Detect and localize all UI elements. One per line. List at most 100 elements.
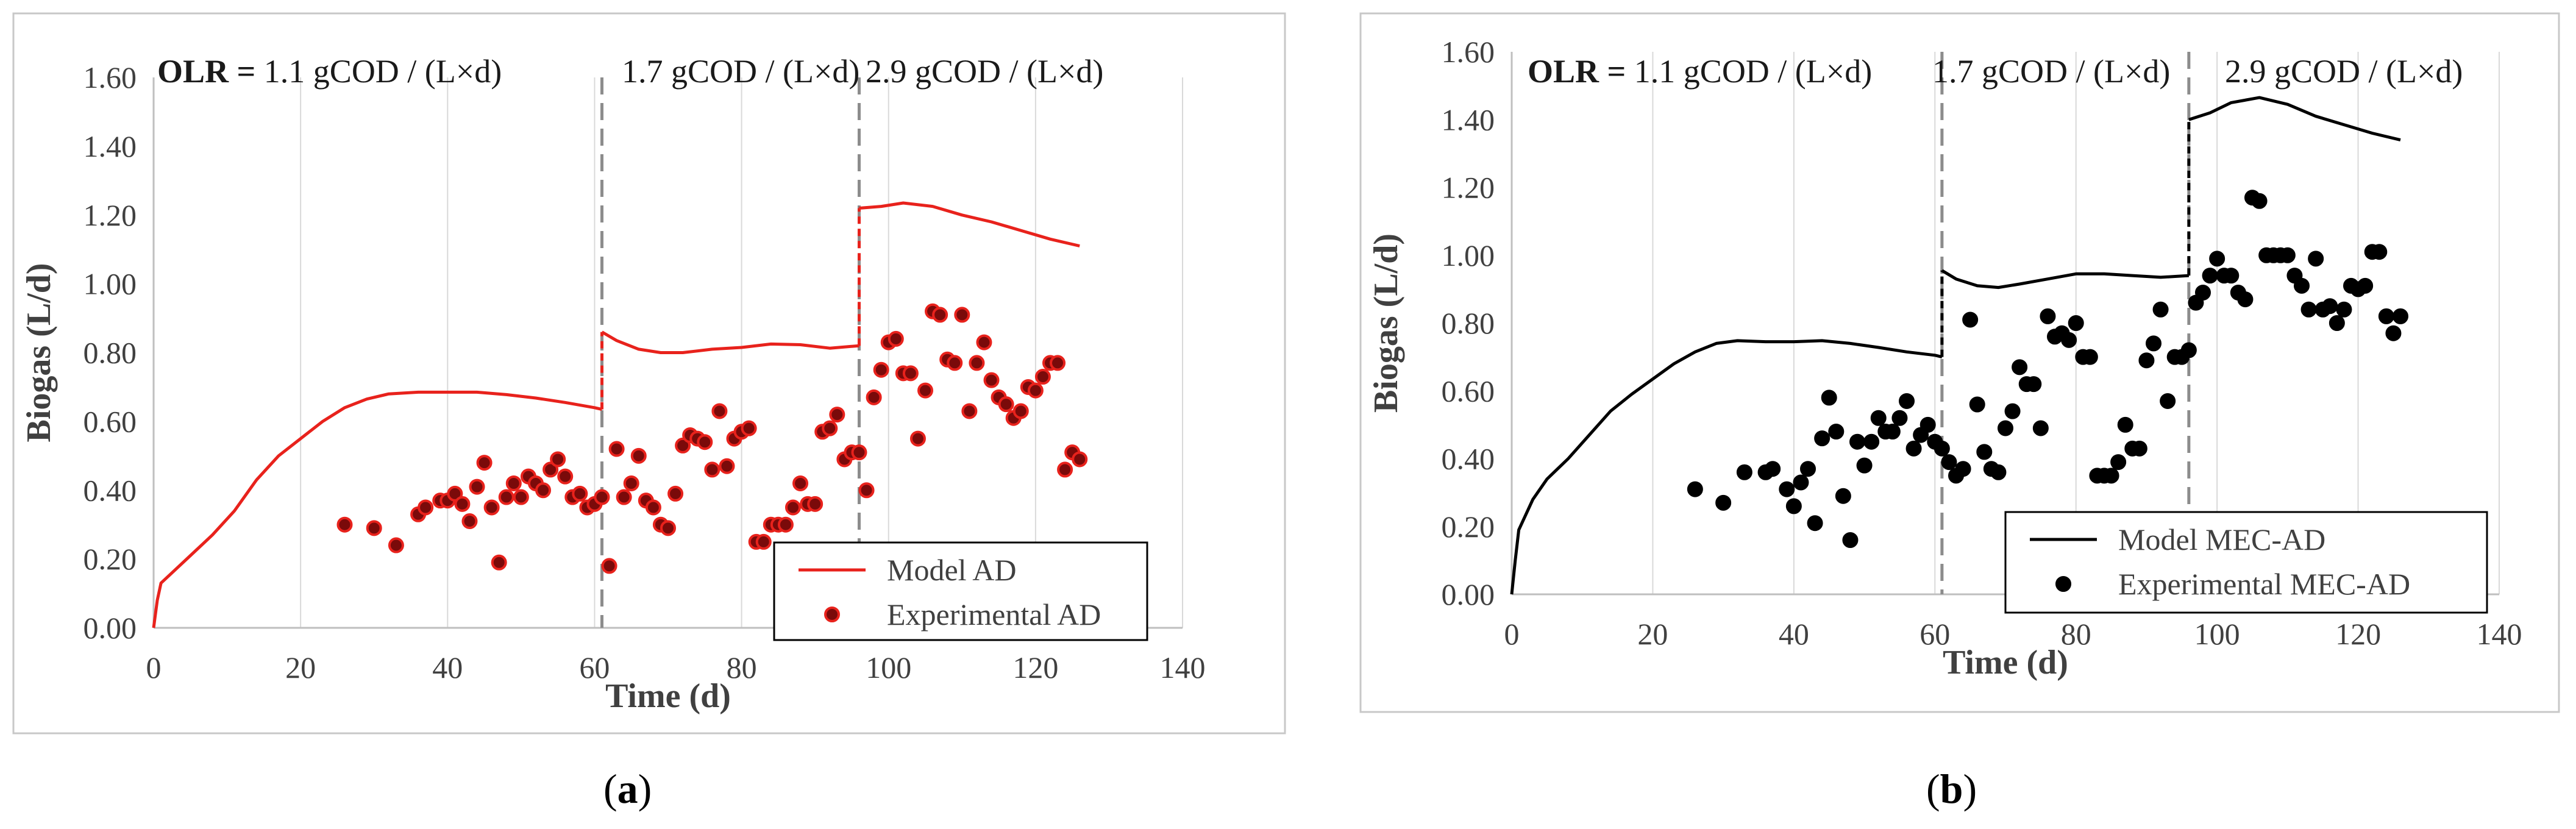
experimental-point [1884, 424, 1901, 439]
x-tick-label: 140 [1160, 650, 1206, 685]
experimental-point [505, 475, 522, 491]
experimental-point [550, 451, 566, 468]
experimental-point [461, 513, 478, 530]
y-tick-label: 1.60 [84, 60, 137, 94]
chart-b: 0 20 40 60 80 100 120 140 0.00 0.20 0.40 0.60 0.80 1.… [1359, 12, 2560, 713]
experimental-point [1905, 440, 1922, 457]
y-tick-label: 0.80 [1442, 306, 1495, 340]
experimental-point [2004, 403, 2021, 419]
experimental-point [755, 533, 772, 550]
experimental-point [1990, 464, 2007, 480]
experimental-point [2068, 315, 2084, 331]
experimental-point [2308, 251, 2324, 267]
experimental-point [1785, 498, 1802, 514]
experimental-point [447, 485, 463, 502]
y-tick-label: 1.20 [84, 198, 137, 232]
experimental-point [2300, 301, 2317, 318]
experimental-point [2146, 335, 2161, 352]
experimental-point [976, 334, 992, 350]
experimental-point [1736, 464, 1752, 480]
x-tick-label: 40 [432, 650, 463, 685]
y-tick-label: 1.40 [84, 129, 137, 163]
model-line-segment [1941, 269, 2190, 290]
y-tick-label: 0.40 [1442, 442, 1495, 476]
experimental-point [1828, 424, 1845, 439]
experimental-point [998, 396, 1014, 413]
experimental-point [2209, 251, 2226, 267]
experimental-point [608, 441, 625, 457]
y-tick-label: 0.80 [84, 336, 137, 370]
experimental-point [1072, 451, 1088, 468]
experimental-point [2195, 284, 2211, 301]
olr-annotation: 1.7 gCOD / (L×d) [622, 53, 859, 90]
experimental-point [719, 458, 735, 474]
experimental-point [711, 403, 728, 419]
experimental-point [2251, 193, 2268, 209]
experimental-point [1835, 488, 1851, 504]
olr-annotation: 2.9 gCOD / (L×d) [866, 53, 1103, 90]
experimental-point [1870, 410, 1887, 426]
experimental-point [2103, 468, 2119, 484]
y-tick-label: 1.20 [1442, 171, 1495, 205]
y-tick-label: 0.60 [1442, 374, 1495, 408]
experimental-point [1998, 420, 2013, 436]
legend-label: Model MEC-AD [2118, 522, 2325, 557]
experimental-point [1814, 430, 1831, 447]
legend-label: Model AD [887, 553, 1017, 587]
x-tick-label: 60 [579, 650, 610, 685]
experimental-point [2202, 268, 2218, 284]
experimental-point [469, 479, 485, 495]
experimental-point [983, 372, 1000, 388]
y-tick-label: 0.60 [84, 404, 137, 438]
experimental-point [1687, 481, 1703, 497]
experimental-point [1899, 393, 1915, 409]
y-tick-label: 0.20 [84, 542, 137, 576]
experimental-point [1027, 382, 1044, 399]
experimental-point [947, 355, 963, 371]
model-line-segment [2188, 96, 2401, 142]
y-axis-title: Biogas (L/d) [1367, 233, 1405, 413]
y-tick-label: 0.40 [84, 473, 137, 507]
experimental-point [513, 489, 529, 505]
y-tick-label: 0.00 [1442, 577, 1495, 611]
experimental-point [1793, 474, 1809, 491]
experimental-point [902, 365, 919, 382]
experimental-point [498, 489, 514, 505]
experimental-point [829, 407, 845, 423]
x-tick-label: 20 [1637, 617, 1668, 651]
experimental-point [2393, 308, 2408, 324]
experimental-point [2322, 298, 2338, 315]
experimental-point [2371, 244, 2388, 260]
experimental-point [954, 307, 970, 323]
experimental-point [1863, 433, 1880, 450]
experimental-point [630, 447, 647, 464]
y-tick-label: 1.00 [84, 267, 137, 301]
experimental-point [667, 485, 684, 502]
experimental-point [1941, 454, 1957, 471]
x-tick-label: 60 [1920, 617, 1950, 651]
experimental-point [1842, 532, 1859, 548]
experimental-point [2237, 291, 2254, 308]
experimental-point [1934, 440, 1950, 457]
experimental-point [1856, 457, 1873, 474]
experimental-point [2026, 376, 2042, 393]
experimental-point [623, 475, 639, 491]
experimental-point [1057, 461, 1073, 478]
experimental-point [1765, 461, 1781, 477]
experimental-point [1955, 461, 1971, 477]
experimental-point [476, 455, 493, 471]
experimental-point [909, 430, 926, 447]
experimental-point [2357, 277, 2374, 294]
experimental-point [418, 499, 434, 516]
experimental-point [2378, 308, 2394, 324]
legend-marker-swatch [824, 607, 840, 622]
experimental-point [660, 520, 676, 536]
experimental-point [557, 468, 574, 485]
experimental-point [2279, 247, 2296, 263]
x-tick-label: 80 [727, 650, 757, 685]
chart-a: 0 20 40 60 80 100 120 140 0.00 0.20 0.40 0.60 0.80 1.… [12, 12, 1286, 735]
x-tick-label: 20 [285, 650, 316, 685]
experimental-point [601, 558, 617, 574]
x-tick-label: 100 [866, 650, 911, 685]
x-tick-label: 140 [2477, 617, 2522, 651]
